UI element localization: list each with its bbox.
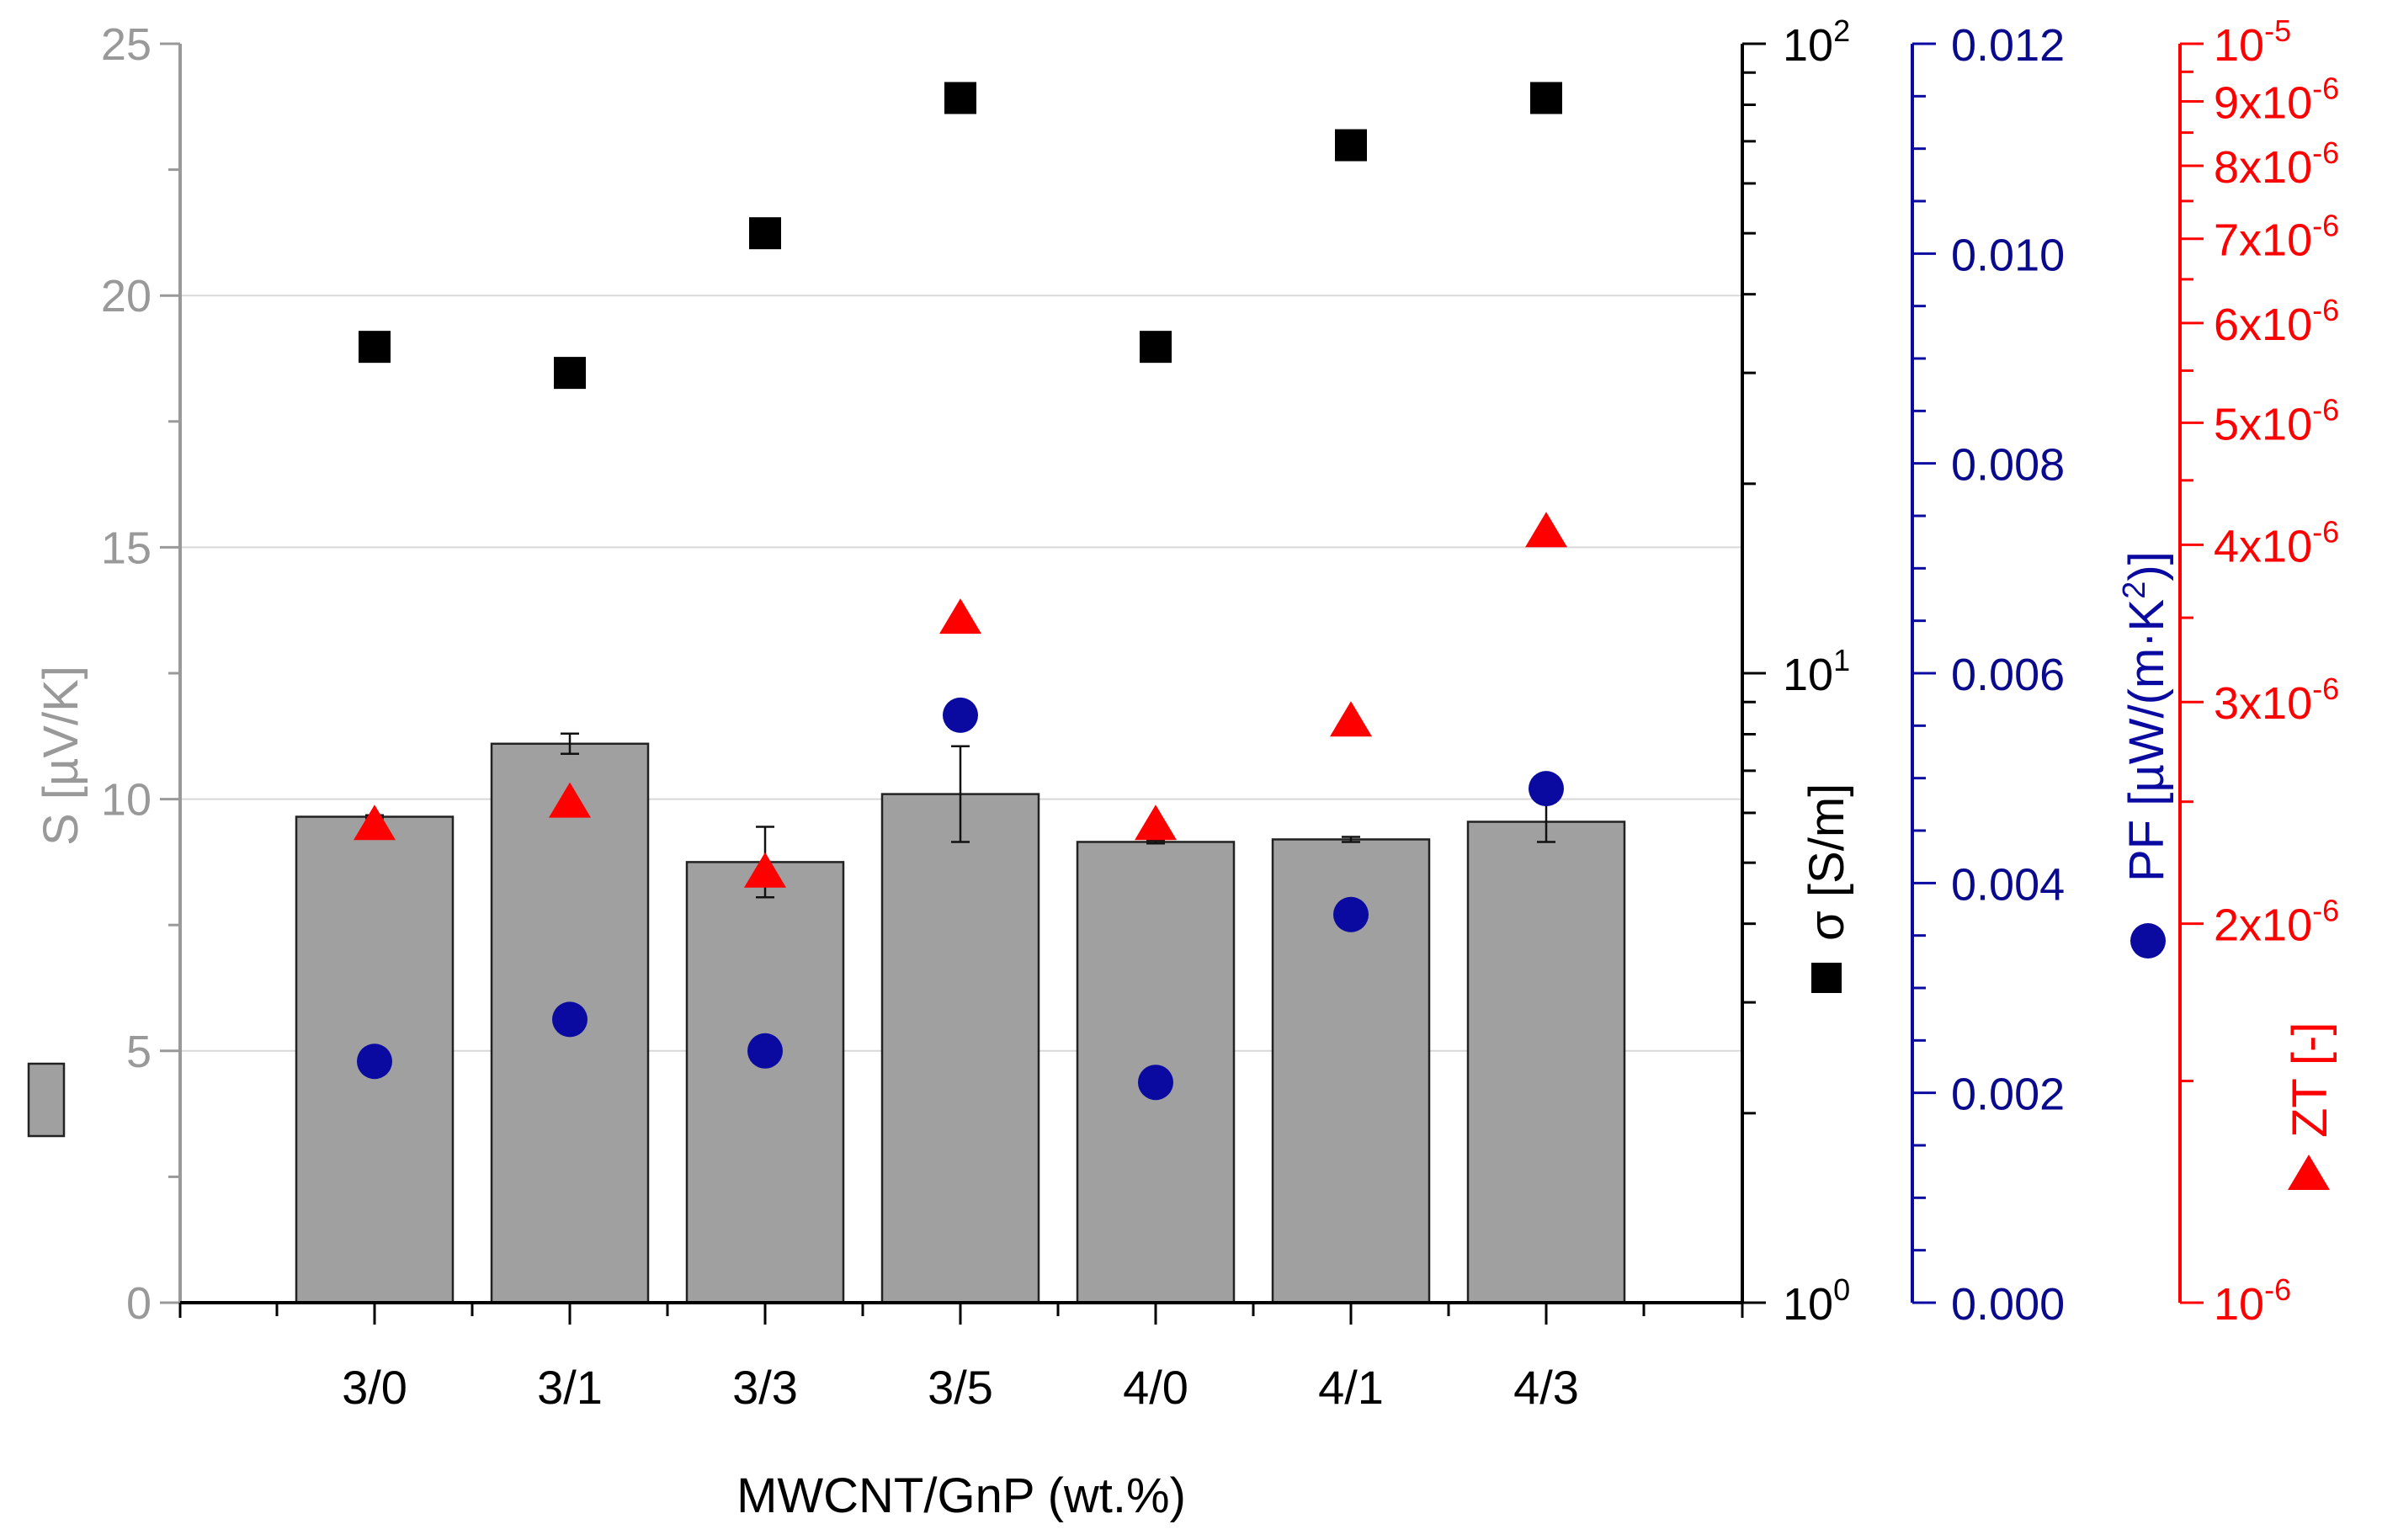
pf-point-4-0 — [1138, 1065, 1173, 1101]
zt-tick-label: 5x10-6 — [2214, 392, 2339, 449]
sigma-point-4-0 — [1140, 331, 1172, 364]
s-error-bar-3-5 — [951, 745, 970, 843]
category-label-4-3: 4/3 — [1513, 1361, 1579, 1414]
s-error-bar-3-1 — [561, 732, 579, 755]
labels: 0 5 10 15 20 25 3/0 3/1 3/3 3/5 4/0 4/1 4/3 MWCNT/GnP… — [27, 13, 2339, 1523]
zt-tick-label: 4x10-6 — [2214, 514, 2339, 571]
s-error-bar-4-1 — [1342, 836, 1360, 843]
sigma-tick-label: 102 — [1783, 13, 1850, 71]
pf-point-3-0 — [357, 1043, 392, 1080]
pf-tick-label: 0.000 — [1951, 1279, 2065, 1330]
sigma-axis-title: σ [S/m] — [1800, 783, 1854, 941]
s-bar-3-3 — [685, 861, 845, 1304]
zt-point-3-0 — [354, 805, 396, 841]
s-bar-3-5 — [880, 793, 1040, 1304]
sigma-legend-square — [1811, 963, 1842, 993]
category-label-3-3: 3/3 — [732, 1361, 798, 1414]
zt-tick-label: 9x10-6 — [2214, 71, 2339, 128]
s-tick-label: 20 — [101, 271, 152, 321]
zt-tick-label: 7x10-6 — [2214, 209, 2339, 266]
s-tick-label: 25 — [101, 19, 152, 70]
pf-point-3-3 — [747, 1033, 783, 1069]
zt-axis-title: ZT [-] — [2283, 1022, 2337, 1138]
zt-point-4-3 — [1525, 512, 1567, 548]
zt-tick-label: 10-6 — [2214, 1272, 2291, 1330]
s-bar-4-3 — [1466, 820, 1626, 1304]
markers — [354, 82, 1567, 1101]
axes — [160, 42, 2204, 1325]
sigma-point-3-1 — [554, 357, 586, 390]
category-label-4-1: 4/1 — [1318, 1361, 1384, 1414]
pf-point-3-5 — [943, 697, 978, 733]
sigma-point-3-3 — [749, 217, 781, 250]
zt-tick-label: 8x10-6 — [2214, 135, 2339, 193]
zt-tick-label: 10-5 — [2214, 13, 2291, 71]
zt-point-3-3 — [744, 852, 786, 888]
category-label-3-5: 3/5 — [928, 1361, 993, 1414]
s-tick-label: 0 — [126, 1278, 152, 1329]
pf-axis-title: PF [µW/(m·K2)] — [2117, 551, 2174, 882]
x-axis-title: MWCNT/GnP (wt.%) — [736, 1468, 1186, 1523]
s-tick-label: 15 — [101, 523, 152, 573]
sigma-point-3-0 — [359, 331, 391, 364]
s-tick-label: 10 — [101, 775, 152, 826]
s-tick-label: 5 — [126, 1027, 152, 1077]
pf-tick-label: 0.004 — [1951, 859, 2065, 910]
sigma-point-3-5 — [944, 82, 976, 114]
sigma-point-4-1 — [1335, 129, 1367, 162]
pf-tick-label: 0.012 — [1951, 20, 2065, 71]
zt-legend-triangle — [2288, 1155, 2330, 1190]
zt-tick-label: 2x10-6 — [2214, 894, 2339, 951]
zt-point-4-0 — [1135, 805, 1177, 841]
category-label-4-0: 4/0 — [1123, 1361, 1188, 1414]
category-label-3-0: 3/0 — [342, 1361, 407, 1414]
zt-point-4-1 — [1330, 701, 1372, 737]
pf-tick-label: 0.006 — [1951, 650, 2065, 700]
s-error-bar-4-0 — [1146, 839, 1165, 845]
zt-tick-label: 3x10-6 — [2214, 672, 2339, 729]
s-axis-title: S [µV/K] — [34, 666, 88, 846]
sigma-tick-label: 100 — [1783, 1272, 1850, 1330]
zt-tick-label: 6x10-6 — [2214, 293, 2339, 350]
pf-tick-label: 0.002 — [1951, 1070, 2065, 1120]
category-label-3-1: 3/1 — [537, 1361, 603, 1414]
zt-point-3-1 — [549, 782, 591, 818]
pf-point-3-1 — [552, 1001, 588, 1038]
pf-tick-label: 0.010 — [1951, 230, 2065, 280]
sigma-point-4-3 — [1530, 82, 1562, 114]
s-legend-swatch — [27, 1062, 66, 1138]
zt-point-3-5 — [939, 598, 981, 635]
pf-point-4-1 — [1333, 896, 1369, 932]
pf-point-4-3 — [1529, 771, 1564, 807]
pf-legend-circle — [2130, 923, 2166, 959]
sigma-tick-label: 101 — [1783, 643, 1850, 700]
pf-tick-label: 0.008 — [1951, 440, 2065, 491]
